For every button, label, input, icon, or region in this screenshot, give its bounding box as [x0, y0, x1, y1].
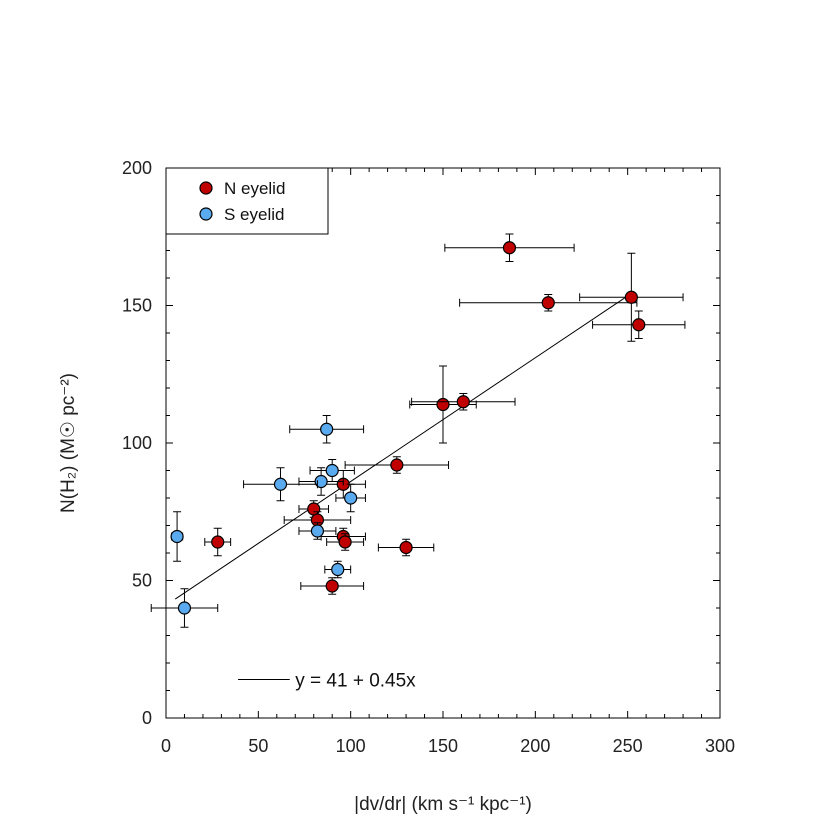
y-tick-label: 50 — [132, 571, 152, 591]
y-tick-label: 0 — [142, 708, 152, 728]
data-point — [273, 477, 288, 491]
data-point — [325, 463, 339, 478]
axis-ticks: 0 50 100 150 200 250 300 0 50 100 150 200 — [122, 158, 735, 756]
legend-marker — [199, 181, 213, 195]
data-point — [541, 296, 555, 310]
data-point — [325, 579, 339, 593]
data-point — [344, 491, 358, 505]
series-s-eyelid — [150, 415, 366, 628]
data-points-layer — [150, 233, 686, 628]
y-tick-label: 100 — [122, 433, 152, 453]
data-point — [177, 601, 192, 615]
x-tick-label: 0 — [161, 736, 171, 756]
y-tick-label: 200 — [122, 158, 152, 178]
data-point — [338, 535, 352, 549]
data-point — [307, 502, 321, 516]
data-point — [399, 540, 413, 555]
x-tick-label: 250 — [613, 736, 643, 756]
x-axis-title: |dv/dr| (km s⁻¹ kpc⁻¹) — [354, 794, 532, 815]
x-tick-label: 50 — [248, 736, 268, 756]
data-point — [632, 318, 646, 332]
x-tick-label: 100 — [336, 736, 366, 756]
data-point — [310, 524, 325, 538]
data-point — [170, 529, 184, 544]
x-tick-label: 300 — [705, 736, 735, 756]
series-n-eyelid — [204, 233, 686, 595]
x-tick-label: 150 — [428, 736, 458, 756]
data-point — [331, 562, 345, 577]
data-point — [390, 458, 404, 472]
fit-line-layer — [174, 292, 632, 600]
data-point — [456, 395, 470, 409]
data-point — [624, 290, 638, 304]
data-point — [211, 535, 225, 549]
data-point — [320, 422, 334, 436]
x-tick-label: 200 — [520, 736, 550, 756]
y-axis-title: N(H₂) (M☉ pc⁻²) — [58, 373, 79, 513]
data-point — [314, 474, 328, 489]
fit-line — [174, 292, 632, 600]
fit-equation-label: y = 41 + 0.45x — [295, 671, 416, 692]
y-tick-label: 150 — [122, 296, 152, 316]
data-point — [436, 397, 450, 412]
legend-label: S eyelid — [224, 205, 284, 224]
legend-label: N eyelid — [224, 179, 285, 198]
legend: N eyelid S eyelid — [165, 167, 329, 235]
fit-legend: y = 41 + 0.45x — [238, 671, 416, 692]
legend-box — [165, 167, 329, 235]
data-point — [502, 241, 517, 255]
legend-marker — [199, 207, 213, 221]
